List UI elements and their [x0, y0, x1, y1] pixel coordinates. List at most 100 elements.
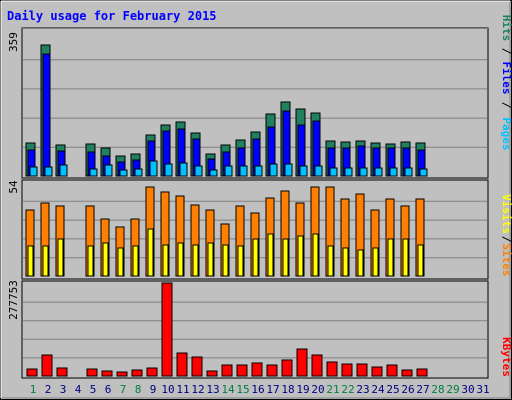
- legend-sep-2: /: [500, 48, 512, 55]
- pages-bar-day-18: [284, 163, 293, 177]
- x-tick-label: 26: [401, 383, 414, 396]
- x-tick-label: 27: [416, 383, 429, 396]
- pages-bar-day-16: [254, 165, 263, 177]
- kbytes-bar-day-3: [56, 367, 68, 377]
- pages-bar-day-20: [314, 165, 323, 177]
- legend-sep-3: /: [500, 236, 512, 243]
- kbytes-bar-day-27: [416, 368, 428, 377]
- visits-bar-day-9: [147, 228, 154, 277]
- pages-bar-day-21: [329, 167, 338, 177]
- visits-bar-day-14: [222, 244, 229, 277]
- pages-bar-day-15: [239, 165, 248, 177]
- pages-bar-day-23: [359, 167, 368, 177]
- x-tick-label: 1: [30, 383, 37, 396]
- x-tick-label: 7: [120, 383, 127, 396]
- visits-bar-day-24: [372, 247, 379, 277]
- legend-sites: Sites: [500, 243, 512, 276]
- kbytes-bar-day-17: [266, 364, 278, 377]
- visits-bar-day-16: [252, 238, 259, 277]
- kbytes-bar-day-21: [326, 361, 338, 377]
- x-tick-label: 31: [476, 383, 489, 396]
- x-tick-label: 6: [105, 383, 112, 396]
- x-tick-label: 30: [461, 383, 474, 396]
- x-tick-label: 11: [176, 383, 189, 396]
- visits-bar-day-25: [387, 238, 394, 277]
- pages-bar-day-2: [44, 166, 53, 177]
- pages-bar-day-27: [419, 168, 428, 177]
- legend-kbytes: KBytes: [500, 337, 512, 377]
- kbytes-bar-day-2: [41, 354, 53, 377]
- panel-2-bars: [25, 186, 425, 277]
- x-tick-label: 29: [446, 383, 459, 396]
- visits-bar-day-13: [207, 242, 214, 277]
- x-tick-label: 22: [341, 383, 354, 396]
- visits-bar-day-1: [27, 245, 34, 277]
- visits-bar-day-26: [402, 238, 409, 277]
- visits-bar-day-3: [57, 238, 64, 277]
- sites-visits-panel: 54 Sites / Visits: [7, 179, 512, 280]
- kbytes-bar-day-25: [386, 364, 398, 377]
- pages-bar-day-19: [299, 165, 308, 177]
- x-tick-label: 23: [356, 383, 369, 396]
- visits-bar-day-18: [282, 238, 289, 277]
- kbytes-bar-day-10: [161, 282, 173, 377]
- visits-bar-day-27: [417, 244, 424, 277]
- kbytes-bar-day-20: [311, 354, 323, 377]
- x-tick-label: 25: [386, 383, 399, 396]
- kbytes-bar-day-8: [131, 369, 143, 377]
- kbytes-bar-day-18: [281, 359, 293, 377]
- x-tick-label: 13: [206, 383, 219, 396]
- visits-bar-day-10: [162, 244, 169, 277]
- pages-bar-day-10: [164, 163, 173, 177]
- panel-1-ymax-label: 359: [7, 32, 20, 52]
- pages-bar-day-26: [404, 167, 413, 177]
- panel-3-gridlines: [23, 301, 487, 359]
- x-tick-label: 2: [45, 383, 52, 396]
- pages-bar-day-1: [29, 166, 38, 177]
- kbytes-bar-day-7: [116, 371, 128, 377]
- hits-files-pages-panel: 359 Pages / Files / Hits: [7, 15, 512, 179]
- visits-bar-day-8: [132, 245, 139, 277]
- x-tick-label: 19: [296, 383, 309, 396]
- visits-bar-day-17: [267, 233, 274, 277]
- files-bar-day-2: [42, 53, 51, 177]
- visits-bar-day-6: [102, 242, 109, 277]
- panel-3-plot-area: [21, 280, 489, 379]
- kbytes-bar-day-15: [236, 364, 248, 377]
- pages-bar-day-7: [119, 169, 128, 177]
- kbytes-bar-day-23: [356, 363, 368, 377]
- pages-bar-day-22: [344, 167, 353, 177]
- legend-hits: Hits: [500, 15, 512, 42]
- legend-sep-1: /: [500, 102, 512, 109]
- x-tick-label: 3: [60, 383, 67, 396]
- visits-bar-day-5: [87, 245, 94, 277]
- visits-bar-day-19: [297, 235, 304, 277]
- x-tick-label: 10: [161, 383, 174, 396]
- pages-bar-day-14: [224, 165, 233, 177]
- pages-bar-day-25: [389, 167, 398, 177]
- kbytes-bar-day-19: [296, 348, 308, 377]
- x-tick-label: 15: [236, 383, 249, 396]
- x-tick-label: 4: [75, 383, 82, 396]
- kbytes-bar-day-22: [341, 363, 353, 377]
- x-axis-day-labels: 1 2 3 4 5 6 7 8 9 10 11 12 13 14 15 16 17 18 19 20 21 22 23 24 2…: [30, 383, 490, 396]
- kbytes-bar-day-13: [206, 370, 218, 377]
- legend-visits: Visits: [500, 194, 512, 234]
- panel-2-legend: Sites / Visits: [500, 194, 512, 276]
- kbytes-panel: 277753 KBytes: [7, 280, 512, 379]
- x-tick-label: 9: [150, 383, 157, 396]
- kbytes-bar-day-12: [191, 356, 203, 377]
- panel-1-legend: Pages / Files / Hits: [500, 15, 512, 151]
- visits-bar-day-7: [117, 247, 124, 277]
- visits-bar-day-20: [312, 233, 319, 277]
- panel-3-bars: [26, 282, 428, 377]
- panel-1-bars: [25, 44, 428, 177]
- x-tick-label: 12: [191, 383, 204, 396]
- x-tick-label: 14: [221, 383, 235, 396]
- pages-bar-day-5: [89, 168, 98, 177]
- kbytes-bar-day-16: [251, 362, 263, 377]
- x-tick-label: 18: [281, 383, 294, 396]
- x-tick-label: 8: [135, 383, 142, 396]
- x-tick-label: 21: [326, 383, 339, 396]
